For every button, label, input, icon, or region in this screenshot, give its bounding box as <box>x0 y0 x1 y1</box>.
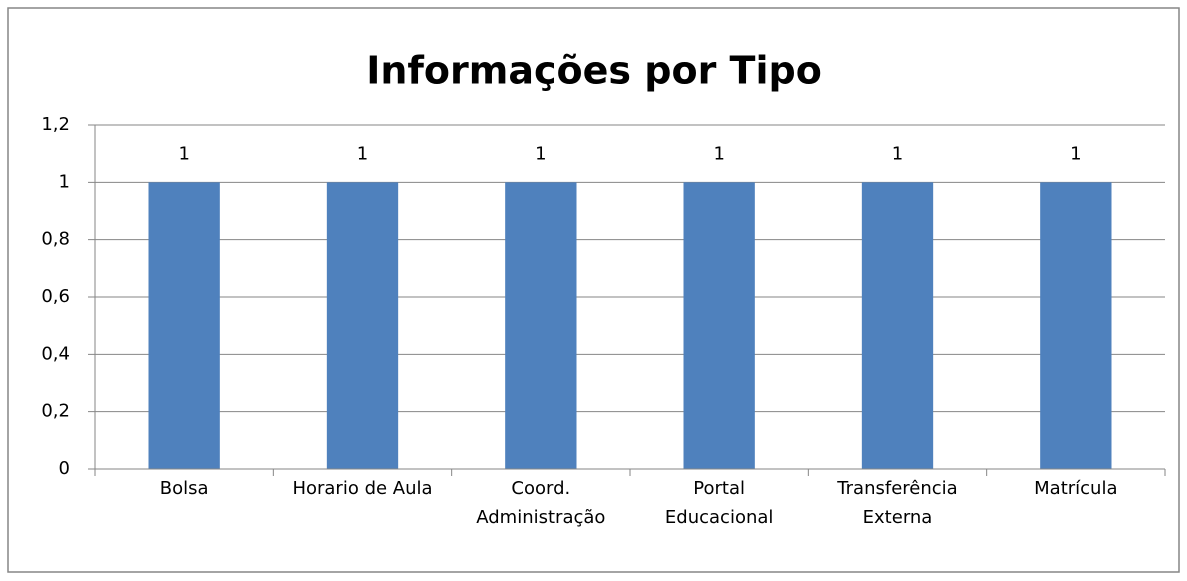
bar <box>505 182 577 470</box>
y-tick-label: 0 <box>59 458 70 479</box>
x-tick-label: Bolsa <box>160 478 209 499</box>
bar <box>683 182 755 470</box>
y-tick-label: 0,8 <box>41 229 70 250</box>
bar <box>1040 182 1112 470</box>
bar <box>861 182 934 470</box>
y-tick-label: 0,4 <box>41 343 70 364</box>
x-tick-label: Transferência Externa <box>836 478 957 528</box>
bar <box>148 182 220 470</box>
y-tick-label: 1,2 <box>41 114 70 135</box>
y-tick-label: 0,2 <box>41 401 70 422</box>
x-tick-label: Coord. Administração <box>476 478 605 528</box>
x-tick-label: Horario de Aula <box>292 478 432 499</box>
value-label: 1 <box>713 143 724 164</box>
chart-title: Informações por Tipo <box>366 49 822 93</box>
value-label: 1 <box>535 143 546 164</box>
value-label: 1 <box>1070 143 1081 164</box>
x-tick-label: Matrícula <box>1034 478 1117 499</box>
y-tick-label: 0,6 <box>41 286 70 307</box>
bar <box>326 182 399 470</box>
value-label: 1 <box>892 143 903 164</box>
x-tick-label: Portal Educacional <box>665 478 773 528</box>
value-label: 1 <box>178 143 189 164</box>
value-label: 1 <box>357 143 368 164</box>
y-tick-label: 1 <box>59 171 70 192</box>
